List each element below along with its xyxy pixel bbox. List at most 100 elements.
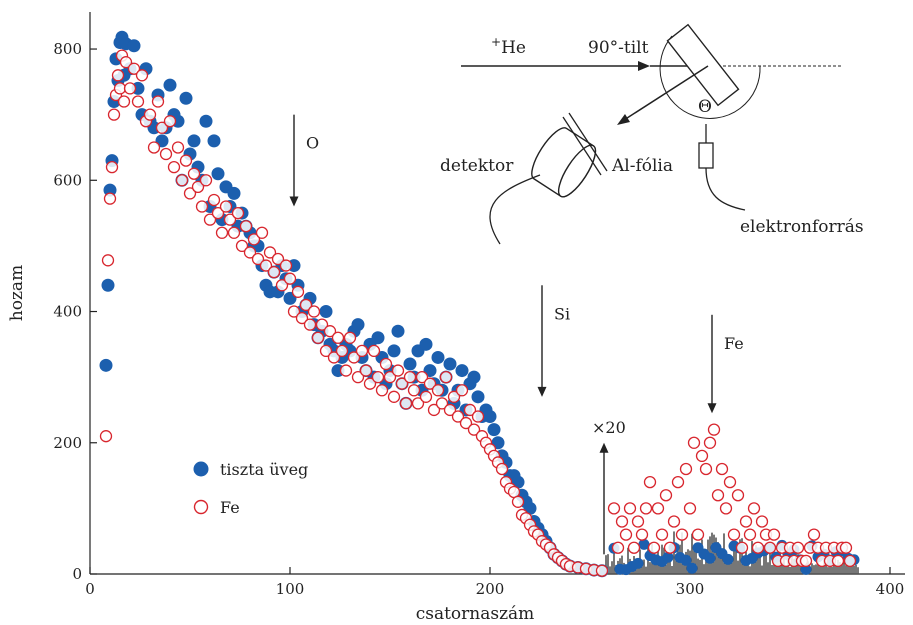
point-tiszta-uveg-68 bbox=[351, 318, 365, 332]
point-fe-96 bbox=[463, 403, 477, 417]
point-tiszta-uveg-88 bbox=[431, 350, 445, 364]
point-fe-14 bbox=[135, 69, 149, 82]
point-fe-11 bbox=[123, 82, 137, 95]
point-fe-54 bbox=[295, 311, 309, 325]
point-fe-150 bbox=[703, 436, 717, 449]
x-ticks: 0 100 200 300 400 bbox=[85, 567, 904, 598]
point-fe-48 bbox=[271, 252, 285, 266]
point-fe-92 bbox=[447, 390, 461, 403]
point-fe-13 bbox=[131, 95, 145, 108]
point-fe-145 bbox=[683, 502, 697, 515]
point-fe-127 bbox=[611, 541, 625, 554]
point-fe-182 bbox=[831, 554, 845, 568]
legend-marker-fe bbox=[193, 499, 209, 515]
point-fe-56 bbox=[303, 318, 317, 331]
point-fe-16 bbox=[143, 108, 157, 121]
point-fe-30 bbox=[199, 174, 213, 187]
point-fe-65 bbox=[339, 364, 353, 377]
point-fe-2 bbox=[103, 192, 117, 205]
baseline-point-289 bbox=[662, 551, 674, 563]
series-tiszta-uveg bbox=[99, 30, 609, 578]
point-fe-126 bbox=[607, 502, 621, 515]
point-fe-18 bbox=[151, 95, 165, 108]
point-fe-125 bbox=[595, 564, 609, 577]
baseline-point-277 bbox=[638, 538, 650, 550]
point-fe-74 bbox=[375, 384, 389, 397]
point-fe-85 bbox=[419, 390, 433, 403]
point-tiszta-uveg-12 bbox=[127, 39, 141, 53]
point-tiszta-uveg-2 bbox=[103, 183, 117, 197]
point-tiszta-uveg-73 bbox=[371, 331, 385, 345]
baseline-point-274 bbox=[632, 557, 644, 569]
y-tick-label-600: 600 bbox=[53, 171, 82, 189]
point-fe-9 bbox=[117, 95, 131, 108]
point-fe-17 bbox=[147, 141, 161, 154]
beam-label: +He bbox=[491, 35, 526, 58]
point-fe-70 bbox=[359, 364, 373, 377]
point-fe-131 bbox=[627, 541, 641, 554]
point-fe-83 bbox=[411, 397, 425, 410]
point-fe-91 bbox=[443, 403, 457, 417]
point-tiszta-uveg-85 bbox=[419, 337, 433, 351]
axes bbox=[89, 12, 905, 575]
point-fe-81 bbox=[403, 370, 417, 384]
x-tick-label-200: 200 bbox=[476, 580, 505, 598]
point-fe-174 bbox=[799, 554, 813, 568]
y-ticks: 0 200 400 600 800 bbox=[53, 40, 97, 583]
scattering-angle-arc bbox=[659, 35, 761, 119]
point-fe-55 bbox=[299, 298, 313, 312]
legend-label-fe: Fe bbox=[220, 498, 240, 517]
point-tiszta-uveg-33 bbox=[211, 167, 225, 181]
point-fe-146 bbox=[687, 436, 701, 449]
point-fe-147 bbox=[691, 528, 705, 541]
annotation-label-3: ×20 bbox=[592, 418, 626, 437]
point-fe-162 bbox=[751, 541, 765, 554]
point-fe-33 bbox=[211, 206, 225, 220]
point-fe-98 bbox=[471, 410, 485, 423]
point-tiszta-uveg-30 bbox=[199, 114, 213, 128]
point-tiszta-uveg-102 bbox=[487, 423, 501, 437]
point-fe-26 bbox=[183, 187, 197, 200]
legend-label-tiszta-uveg: tiszta üveg bbox=[220, 460, 308, 479]
point-fe-35 bbox=[219, 200, 233, 213]
point-tiszta-uveg-78 bbox=[391, 324, 405, 338]
point-fe-88 bbox=[431, 384, 445, 397]
legend: tiszta üveg Fe bbox=[193, 460, 308, 517]
point-tiszta-uveg-21 bbox=[163, 78, 177, 92]
legend-marker-tiszta-uveg bbox=[193, 461, 209, 477]
point-fe-185 bbox=[843, 554, 857, 568]
detector-label: detektor bbox=[440, 156, 514, 176]
point-fe-77 bbox=[387, 390, 401, 403]
point-fe-137 bbox=[651, 502, 665, 515]
point-fe-160 bbox=[743, 528, 757, 541]
baseline-point-301 bbox=[686, 562, 698, 574]
point-fe-1 bbox=[101, 254, 115, 267]
point-fe-93 bbox=[451, 410, 465, 423]
tilt-label: 90°-tilt bbox=[588, 38, 649, 58]
point-fe-73 bbox=[371, 370, 385, 384]
point-fe-75 bbox=[379, 357, 393, 371]
y-tick-label-0: 0 bbox=[72, 565, 82, 583]
point-fe-41 bbox=[243, 246, 257, 259]
y-tick-label-800: 800 bbox=[53, 40, 82, 58]
y-axis-label: hozam bbox=[7, 265, 27, 321]
point-fe-47 bbox=[267, 265, 281, 279]
point-fe-4 bbox=[107, 108, 121, 121]
annotation-label-2: Fe bbox=[724, 334, 744, 353]
point-fe-149 bbox=[699, 462, 713, 476]
point-fe-29 bbox=[195, 200, 209, 213]
point-fe-153 bbox=[715, 462, 729, 476]
point-fe-87 bbox=[427, 403, 441, 417]
point-fe-24 bbox=[175, 174, 189, 187]
point-fe-50 bbox=[279, 259, 293, 272]
al-foil-line-2 bbox=[568, 112, 608, 172]
point-fe-163 bbox=[755, 515, 769, 528]
baseline-point-298 bbox=[680, 554, 692, 566]
x-tick-label-100: 100 bbox=[276, 580, 305, 598]
point-tiszta-uveg-0 bbox=[99, 358, 113, 372]
point-fe-43 bbox=[251, 252, 265, 266]
point-fe-69 bbox=[355, 344, 369, 358]
point-tiszta-uveg-91 bbox=[443, 357, 457, 371]
annotation-label-1: Si bbox=[554, 304, 570, 323]
point-fe-152 bbox=[711, 489, 725, 502]
